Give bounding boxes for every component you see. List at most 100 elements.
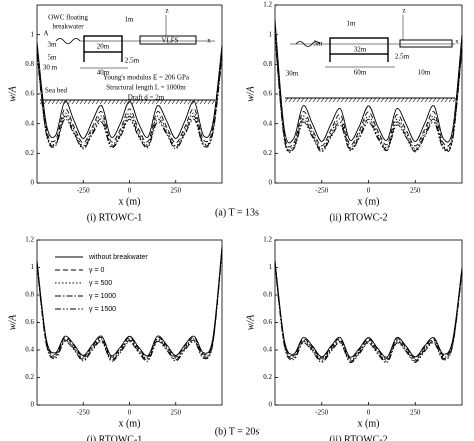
sea-bed-hatch — [352, 97, 357, 103]
annotation: 3m — [48, 41, 58, 49]
y-tick-label: 0.8 — [25, 60, 34, 68]
sea-bed-hatch — [320, 97, 325, 103]
sea-bed-hatch — [300, 97, 305, 103]
sea-bed-hatch — [440, 97, 445, 103]
annotation: 20m — [97, 43, 110, 51]
annotation: 1m — [347, 20, 357, 28]
sea-bed-hatch — [376, 97, 381, 103]
sea-bed-hatch — [119, 99, 124, 105]
series-line — [36, 42, 223, 139]
sea-bed-hatch — [87, 99, 92, 105]
wave-sketch — [55, 38, 81, 44]
sea-bed-hatch — [83, 99, 88, 105]
x-tick-label: -250 — [315, 409, 328, 417]
panel-caption: (i) RTOWC-1 — [87, 212, 143, 223]
plot-frame — [274, 239, 463, 406]
y-tick-label: 0.6 — [263, 318, 272, 326]
sea-bed-hatch — [296, 97, 301, 103]
sea-bed-hatch — [151, 99, 156, 105]
annotation: 5m — [48, 54, 58, 62]
y-tick-label: 0.4 — [263, 346, 272, 354]
sea-bed-hatch — [412, 97, 417, 103]
sea-bed-hatch — [308, 97, 313, 103]
y-tick-label: 0.2 — [25, 373, 34, 381]
sea-bed-hatch — [59, 99, 64, 105]
y-tick-label: 0.2 — [263, 373, 272, 381]
x-tick-label: -250 — [315, 187, 328, 195]
annotation: 2.5m — [395, 53, 410, 61]
series-line — [274, 31, 463, 151]
sea-bed-hatch — [175, 99, 180, 105]
annotation: 2.5m — [125, 57, 140, 65]
x-axis-label: x (m) — [119, 196, 141, 207]
panel-caption: (ii) RTOWC-2 — [329, 434, 387, 441]
series-line — [274, 37, 463, 153]
sea-bed-hatch — [103, 99, 108, 105]
sea-bed-hatch — [396, 97, 401, 103]
sea-bed-hatch — [448, 97, 453, 103]
y-tick-label: 0 — [31, 179, 35, 187]
series-line — [36, 248, 223, 358]
sea-bed-hatch — [167, 99, 172, 105]
y-tick-label: 0.8 — [25, 291, 34, 299]
panel-caption: (i) RTOWC-1 — [87, 434, 143, 441]
sea-bed-hatch — [123, 99, 128, 105]
x-tick-label: 0 — [367, 187, 371, 195]
series-line — [274, 263, 463, 361]
series-line — [274, 264, 463, 362]
row-caption: (b) T = 20s — [215, 426, 260, 437]
annotation: Young's modulus E = 206 GPa — [103, 74, 190, 82]
y-tick-label: 1.2 — [263, 236, 272, 244]
sea-bed-hatch — [288, 97, 293, 103]
breakwater-sketch — [329, 37, 389, 55]
sea-bed-hatch — [344, 97, 349, 103]
sea-bed-hatch — [356, 97, 361, 103]
annotation: 3m — [314, 40, 324, 48]
y-tick-label: 0.4 — [25, 346, 34, 354]
sea-bed-hatch — [424, 97, 429, 103]
y-tick-label: 0 — [31, 401, 35, 409]
annotation: breakwater — [52, 23, 84, 31]
y-axis-label: w/A — [7, 85, 18, 101]
sea-bed-hatch — [195, 99, 200, 105]
legend-label: without breakwater — [88, 254, 148, 261]
x-tick-label: -250 — [77, 409, 90, 417]
y-tick-label: 0 — [269, 179, 273, 187]
series-line — [274, 260, 463, 358]
sea-bed-hatch — [380, 97, 385, 103]
sea-bed-hatch — [372, 97, 377, 103]
sea-bed-hatch — [388, 97, 393, 103]
y-tick-label: 0 — [269, 401, 273, 409]
series-line — [274, 34, 463, 152]
sea-bed-hatch — [127, 99, 132, 105]
y-tick-label: 0.2 — [25, 149, 34, 157]
vlfs-sketch — [139, 35, 197, 45]
annotation: x — [207, 37, 211, 45]
sea-bed-hatch — [95, 99, 100, 105]
sea-bed-hatch — [63, 99, 68, 105]
vlfs-sketch — [399, 39, 453, 48]
sea-bed-hatch — [51, 99, 56, 105]
sea-bed-hatch — [211, 99, 216, 105]
x-tick-label: 0 — [367, 409, 371, 417]
y-axis-label: w/A — [245, 314, 256, 330]
annotation: x — [455, 38, 459, 46]
sea-bed-hatch — [191, 99, 196, 105]
sea-bed-hatch — [316, 97, 321, 103]
sea-bed-hatch — [115, 99, 120, 105]
sea-bed-hatch — [408, 97, 413, 103]
sea-bed-hatch — [444, 97, 449, 103]
sea-bed-hatch — [420, 97, 425, 103]
sea-bed-hatch — [348, 97, 353, 103]
legend-label: γ = 1500 — [89, 306, 116, 313]
series-line — [36, 49, 223, 147]
sea-bed-hatch — [67, 99, 72, 105]
series-line — [36, 46, 223, 144]
sea-bed-hatch — [199, 99, 204, 105]
legend-label: γ = 0 — [89, 267, 104, 274]
row-caption: (a) T = 13s — [215, 207, 259, 218]
sea-bed-hatch — [452, 97, 457, 103]
sea-bed-hatch — [328, 97, 333, 103]
x-axis-label: x (m) — [119, 418, 141, 429]
